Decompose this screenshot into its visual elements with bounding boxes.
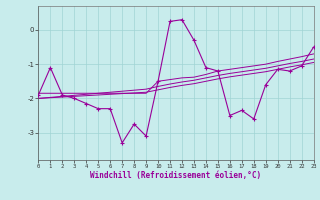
X-axis label: Windchill (Refroidissement éolien,°C): Windchill (Refroidissement éolien,°C): [91, 171, 261, 180]
